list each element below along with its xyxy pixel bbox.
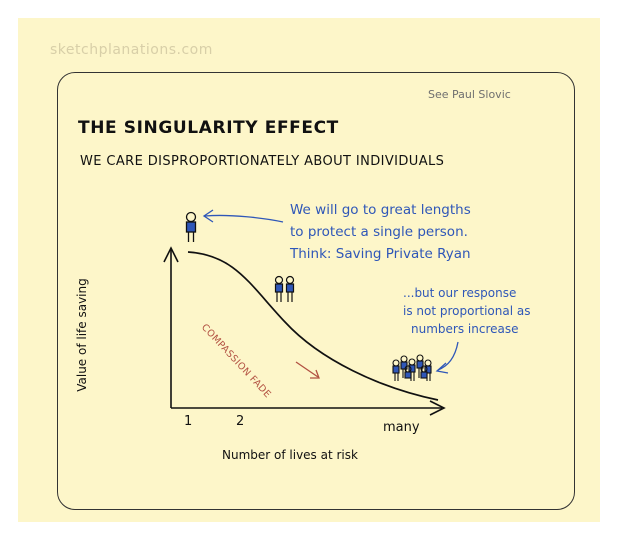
sketch-subtitle: WE CARE DISPROPORTIONATELY ABOUT INDIVID… [80,154,445,169]
y-axis-arrowhead [163,246,179,263]
crowd-icon [392,354,432,381]
x-tick-label: 1 [184,414,193,429]
annotation-many-people: ...but our response is not proportional … [403,284,530,338]
pointer-arrow-many [437,341,459,371]
fade-arrowhead [310,369,320,379]
x-tick-label: 2 [236,414,245,429]
annotation-single-person: We will go to great lengths to protect a… [290,200,471,264]
fade-arrow [295,361,319,378]
annotation-line: We will go to great lengths [290,202,471,218]
pointer-arrowhead-many [435,362,449,374]
sketch-title: THE SINGULARITY EFFECT [78,118,339,138]
annotation-line: to protect a single person. [290,224,468,240]
annotation-line: ...but our response [403,286,517,300]
annotation-line: numbers increase [411,322,519,336]
sketch-frame [57,72,575,510]
x-axis-label: Number of lives at risk [222,448,358,462]
annotation-line: Think: Saving Private Ryan [290,246,471,262]
x-tick-label: many [383,420,420,435]
x-axis-arrowhead [429,400,446,416]
reference-note: See Paul Slovic [428,88,511,101]
pointer-arrowhead-single [202,209,214,223]
watermark: sketchplanations.com [50,42,213,58]
paper-background [18,18,600,522]
single-person-icon [185,211,197,242]
pointer-arrow-single [204,214,284,223]
two-people-icon [274,275,295,302]
compassion-curve [187,251,439,401]
y-axis-label: Value of life saving [75,278,89,392]
annotation-line: is not proportional as [403,304,531,318]
